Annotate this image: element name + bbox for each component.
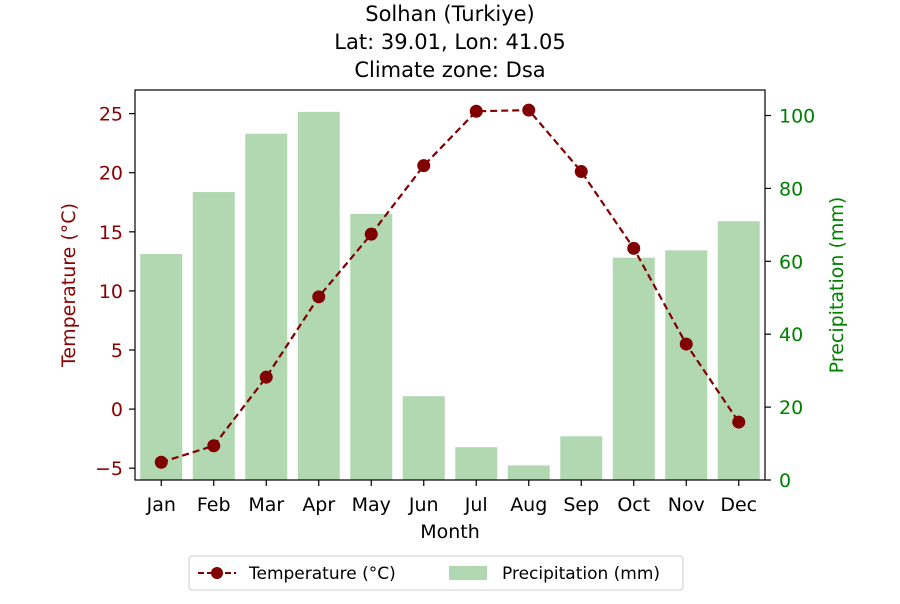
right-tick-label: 80 — [779, 178, 803, 200]
right-tick-label: 20 — [779, 397, 803, 419]
left-axis-ticks: −5 0 5 10 15 20 25 — [95, 104, 135, 480]
precipitation-bar-jun — [402, 396, 445, 480]
x-tick-label: May — [352, 494, 391, 516]
left-tick-label: 25 — [99, 104, 123, 126]
x-axis-ticks: Jan Feb Mar Apr May Jun Jul Aug Sep Oct Nov Dec — [146, 480, 757, 516]
legend-temperature-label: Temperature (°C) — [248, 564, 396, 584]
temperature-line — [154, 103, 746, 469]
legend-precipitation-label: Precipitation (mm) — [502, 564, 660, 584]
legend: Temperature (°C) Precipitation (mm) — [188, 555, 684, 591]
temperature-point-jan — [154, 455, 168, 469]
precipitation-bar-dec — [717, 221, 760, 480]
x-tick-label: Oct — [617, 494, 650, 516]
x-tick-label: Jul — [464, 494, 488, 516]
precipitation-bar-may — [350, 213, 393, 480]
temperature-point-apr — [312, 290, 326, 304]
right-tick-label: 60 — [779, 251, 803, 273]
plot-frame — [134, 89, 766, 481]
precipitation-bar-feb — [192, 192, 235, 480]
right-axis-label: Precipitation (mm) — [826, 197, 848, 374]
temperature-point-sep — [574, 165, 588, 179]
title-line-2: Lat: 39.01, Lon: 41.05 — [334, 30, 565, 54]
right-axis-ticks: 0 20 40 60 80 100 — [765, 106, 815, 492]
right-tick-label: 0 — [779, 470, 791, 492]
precipitation-bar-jan — [140, 254, 183, 480]
temperature-point-nov — [679, 337, 693, 351]
temperature-point-may — [364, 227, 378, 241]
left-tick-label: 5 — [111, 340, 123, 362]
legend-temperature-marker — [211, 567, 223, 579]
chart-title: Solhan (Turkiye) Lat: 39.01, Lon: 41.05 … — [334, 2, 565, 82]
left-tick-label: 20 — [99, 163, 123, 185]
precipitation-bar-sep — [560, 436, 603, 480]
precipitation-bar-mar — [245, 133, 288, 480]
x-axis-label: Month — [420, 521, 480, 543]
precipitation-bars — [140, 111, 760, 481]
x-tick-label: Jan — [146, 494, 176, 516]
legend-precipitation-swatch — [449, 566, 487, 580]
precipitation-bar-jul — [455, 447, 498, 480]
title-line-1: Solhan (Turkiye) — [365, 2, 535, 26]
x-tick-label: Feb — [197, 494, 231, 516]
temperature-series-line — [160, 108, 740, 464]
temperature-point-oct — [627, 241, 641, 255]
right-tick-label: 100 — [779, 106, 815, 128]
title-line-3: Climate zone: Dsa — [354, 58, 545, 82]
left-tick-label: 0 — [111, 399, 123, 421]
x-tick-label: Nov — [668, 494, 705, 516]
x-tick-label: Sep — [563, 494, 599, 516]
x-tick-label: Mar — [248, 494, 284, 516]
temperature-point-aug — [522, 103, 536, 117]
left-tick-label: −5 — [95, 458, 123, 480]
right-tick-label: 40 — [779, 324, 803, 346]
precipitation-bar-oct — [612, 257, 655, 480]
temperature-point-mar — [259, 370, 273, 384]
left-tick-label: 10 — [99, 281, 123, 303]
x-tick-label: Dec — [720, 494, 757, 516]
temperature-point-jul — [469, 104, 483, 118]
x-tick-label: Aug — [510, 494, 547, 516]
temperature-point-feb — [207, 439, 221, 453]
temperature-point-dec — [732, 415, 746, 429]
left-tick-label: 15 — [99, 222, 123, 244]
legend-box — [188, 555, 684, 591]
x-tick-label: Jun — [408, 494, 439, 516]
x-tick-label: Apr — [302, 494, 335, 516]
temperature-point-jun — [417, 159, 431, 173]
precipitation-bar-aug — [507, 465, 550, 480]
left-axis-label: Temperature (°C) — [58, 203, 80, 368]
